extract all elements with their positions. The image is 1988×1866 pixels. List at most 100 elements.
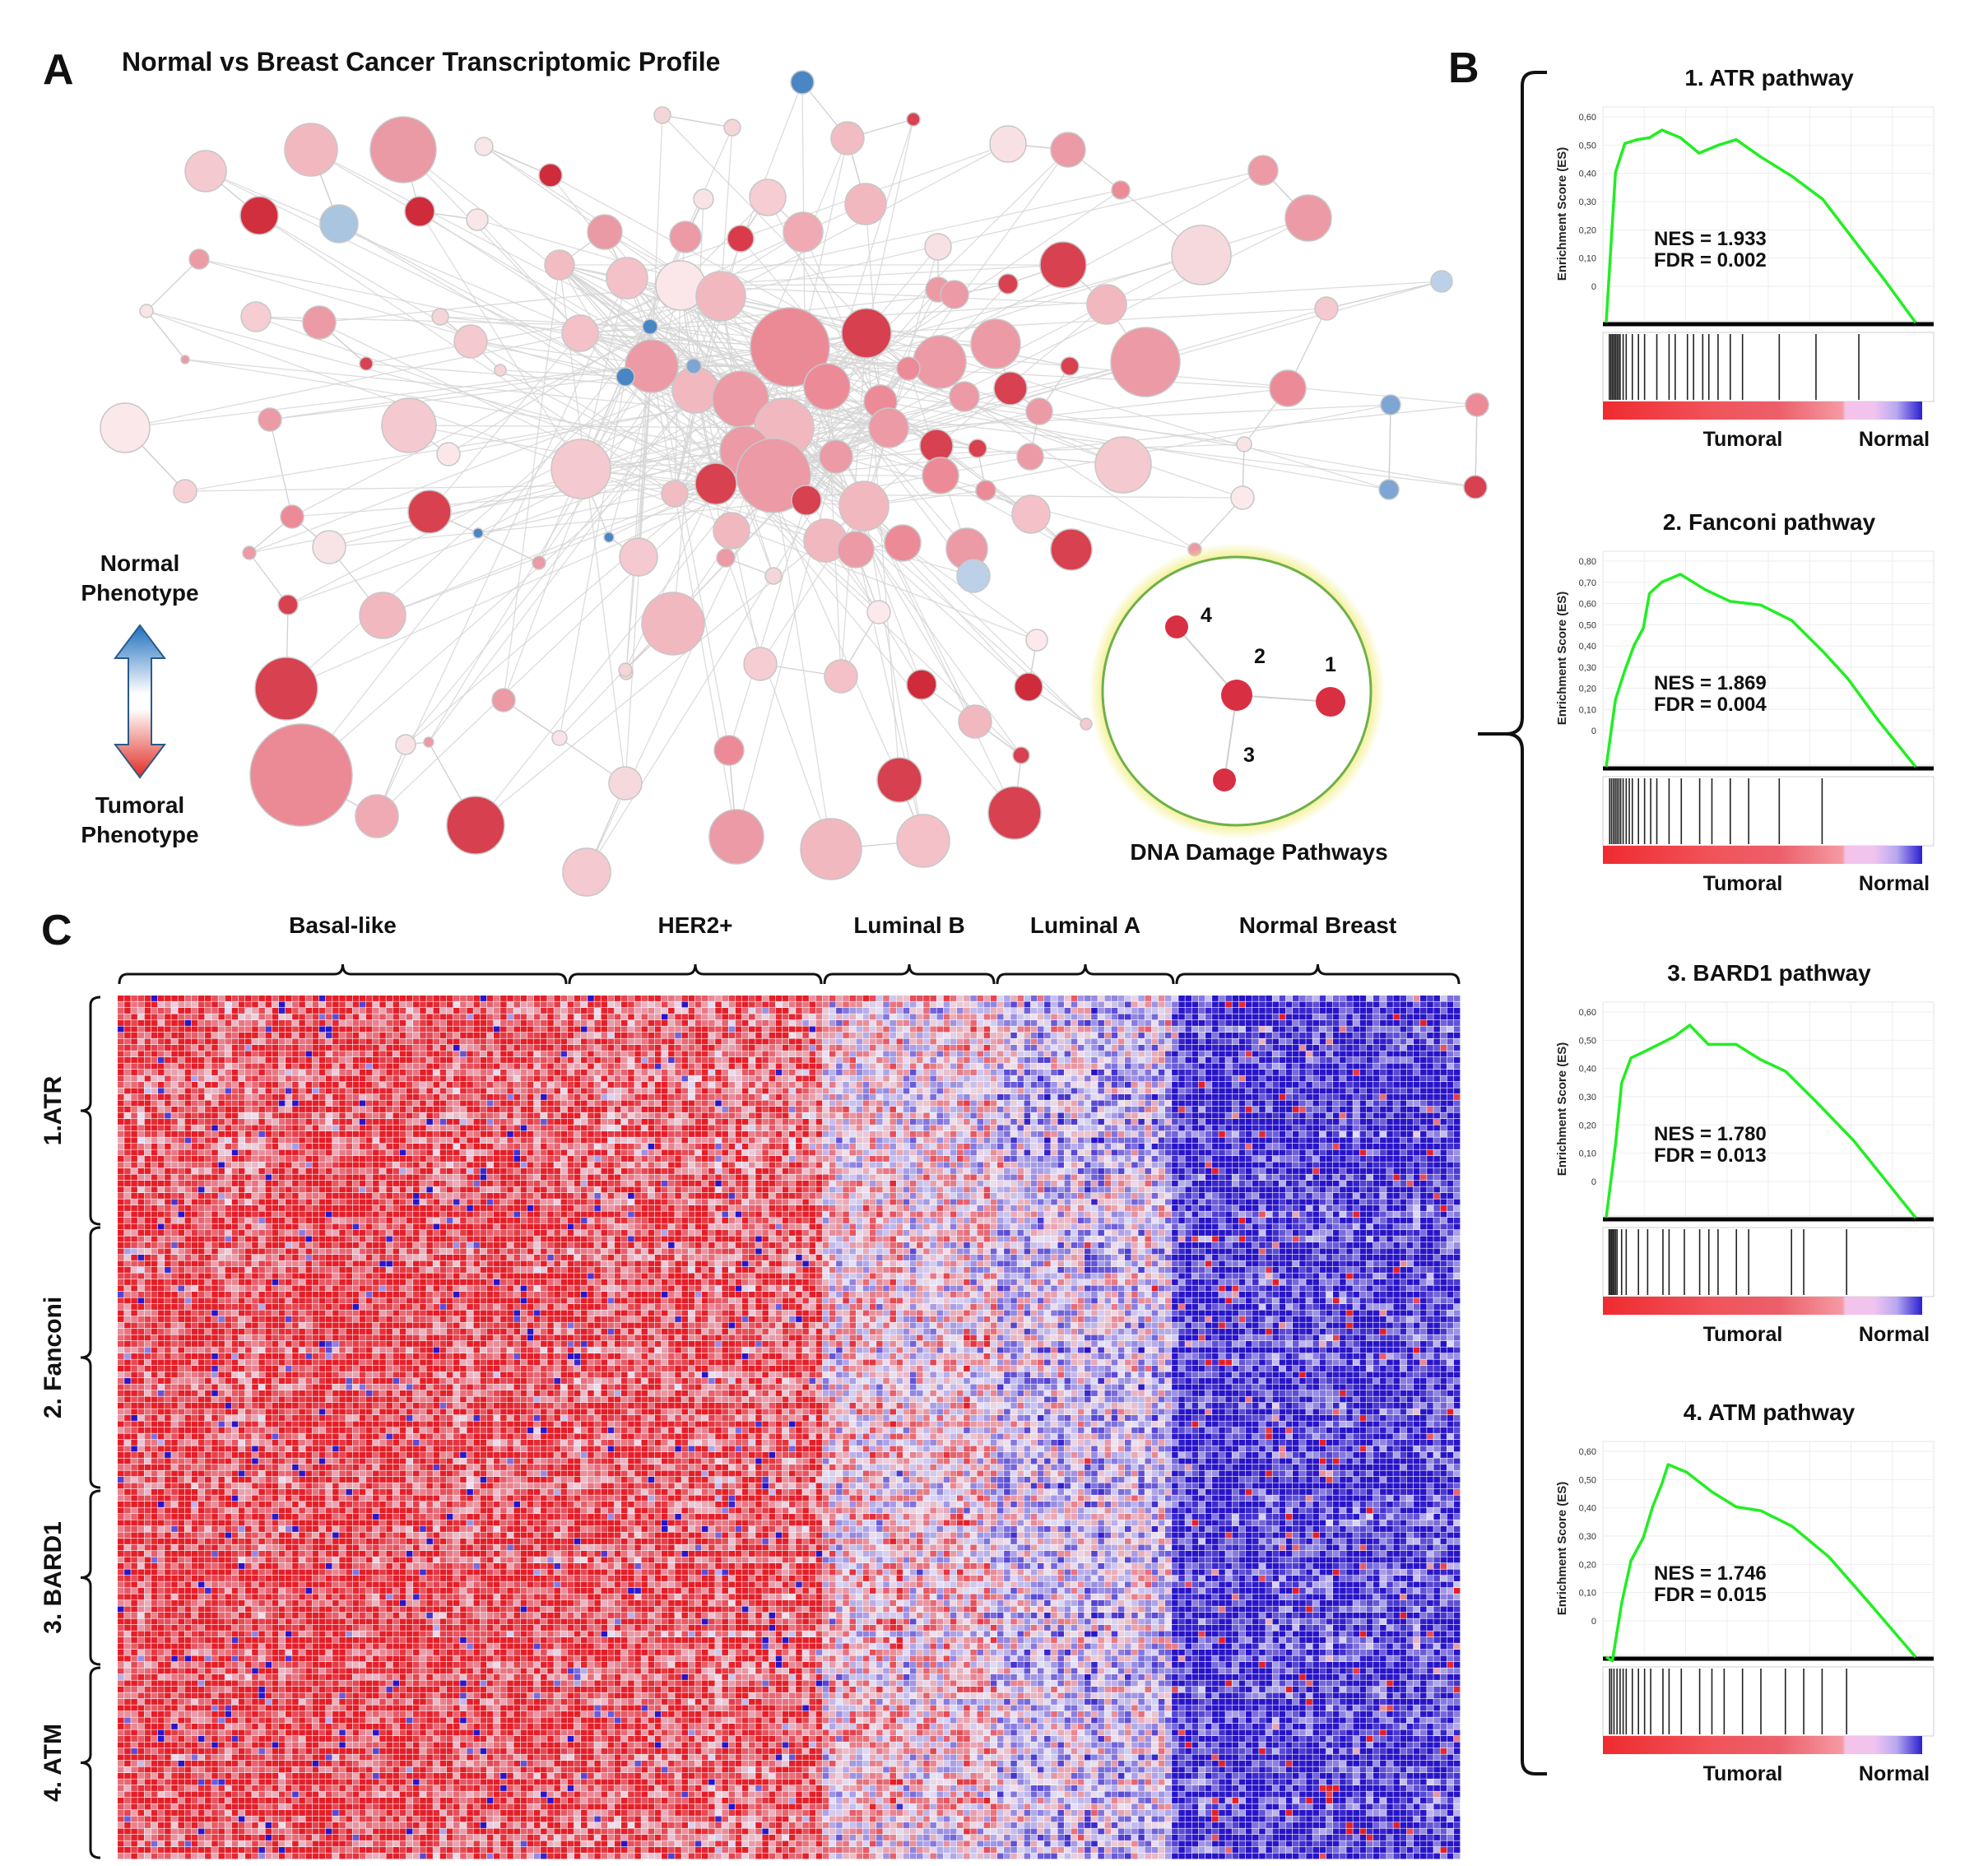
network-node [669, 220, 702, 253]
panel-b-brace [1478, 71, 1547, 1775]
column-group-label: Basal-like [289, 912, 397, 938]
column-group-brace [568, 963, 823, 985]
network-node [708, 809, 764, 865]
network-node [431, 308, 449, 326]
y-tick-label: 0 [1591, 726, 1596, 736]
legend-tumoral-line2: Phenotype [81, 822, 198, 847]
dna-damage-inset: 1 2 3 4 DNA Damage Pathways [1089, 543, 1388, 865]
y-tick-label: 0,20 [1579, 225, 1596, 235]
network-node [958, 704, 992, 739]
gsea-plot-title: 3. BARD1 pathway [1667, 960, 1871, 986]
network-node [837, 531, 875, 569]
network-node [713, 512, 750, 550]
network-node [913, 335, 967, 389]
nes-value: NES = 1.780 [1654, 1123, 1767, 1145]
network-node [790, 70, 815, 95]
network-node [1430, 270, 1453, 293]
network-node [906, 112, 921, 127]
network-node [922, 457, 959, 494]
inset-node-4 [1165, 615, 1188, 638]
network-node [1086, 284, 1127, 325]
network-node [1039, 241, 1087, 289]
hit-panel [1602, 332, 1935, 402]
inset-node-1 [1316, 687, 1345, 717]
gsea-plot-4: 4. ATM pathway 0,60 0,50 0,40 0,30 0,20 0,10 0 E… [1555, 1400, 1935, 1785]
panel-b-letter: B [1448, 44, 1479, 92]
network-node [884, 524, 922, 562]
network-node [603, 531, 615, 543]
network-node [1465, 392, 1489, 417]
y-tick-label: 0,60 [1579, 1447, 1596, 1457]
y-tick-label: 0 [1591, 1617, 1596, 1627]
network-node [783, 211, 824, 253]
network-node [436, 442, 461, 466]
network-node [359, 356, 374, 371]
network-node [1050, 132, 1086, 168]
network-node [1378, 479, 1400, 500]
network-node [619, 537, 658, 577]
network-node [653, 106, 671, 124]
rank-label-tumoral: Tumoral [1703, 1762, 1783, 1785]
network-node [727, 225, 755, 253]
network-node [284, 123, 338, 177]
network-node [258, 407, 282, 432]
network-node [395, 734, 416, 755]
inset-node-2 [1221, 680, 1252, 711]
network-node [844, 183, 887, 225]
network-node [1269, 369, 1307, 407]
network-node [100, 402, 151, 453]
network-node [242, 545, 257, 560]
network-node [750, 307, 830, 388]
network-node [1060, 356, 1080, 376]
network-node [1014, 672, 1043, 702]
column-group-brace [1175, 963, 1461, 985]
network-node [466, 208, 489, 231]
network-node [1025, 629, 1048, 652]
column-group-labels: Basal-like HER2+ Luminal B Luminal A Normal … [118, 912, 1461, 985]
network-node [407, 490, 452, 534]
y-tick-label: 0,50 [1579, 141, 1596, 151]
rank-label-normal: Normal [1859, 872, 1930, 895]
network-node [723, 118, 741, 137]
y-tick-label: 0,10 [1579, 1589, 1596, 1599]
network-node [641, 592, 705, 656]
network-node [716, 548, 736, 568]
es-curve [1605, 573, 1917, 768]
y-axis-label: Enrichment Score (ES) [1555, 1042, 1569, 1177]
inset-node-3 [1213, 768, 1236, 791]
y-tick-label: 0,20 [1579, 1121, 1596, 1130]
column-group-brace [996, 963, 1175, 985]
nes-value: NES = 1.746 [1654, 1562, 1767, 1585]
nes-value: NES = 1.933 [1654, 228, 1767, 250]
network-node [173, 479, 197, 504]
column-group-brace [118, 963, 568, 985]
legend-tumoral-line1: Tumoral [95, 792, 184, 818]
column-group-label: Normal Breast [1239, 912, 1396, 938]
column-group-brace [823, 963, 996, 985]
y-tick-label: 0,40 [1579, 1504, 1596, 1514]
network-node [713, 735, 745, 766]
network-node [404, 196, 435, 227]
network-node [302, 305, 337, 340]
network-node [472, 527, 484, 539]
network-title: Normal vs Breast Cancer Transcriptomic P… [122, 47, 720, 77]
row-group-brace [80, 1666, 101, 1859]
network-node [661, 480, 689, 508]
row-group-label: 2. Fanconi [39, 1297, 67, 1418]
network-node [800, 818, 862, 880]
network-node [764, 567, 783, 585]
network-node [1094, 436, 1152, 494]
row-group-label: 3. BARD1 [39, 1521, 67, 1634]
network-node [369, 116, 437, 183]
network-node [254, 657, 318, 721]
network-node [608, 766, 643, 801]
network-node [550, 439, 611, 499]
gsea-plot-1: 1. ATR pathway 0,60 0,50 0,40 0,30 0,20 0,10 0 E… [1555, 65, 1935, 451]
rank-label-tumoral: Tumoral [1703, 428, 1783, 451]
network-nodes [100, 70, 1489, 897]
network-node [803, 363, 851, 411]
es-curve [1605, 128, 1917, 324]
y-tick-label: 0,10 [1579, 254, 1596, 264]
network-node [180, 355, 190, 364]
double-arrow-icon [114, 624, 166, 779]
